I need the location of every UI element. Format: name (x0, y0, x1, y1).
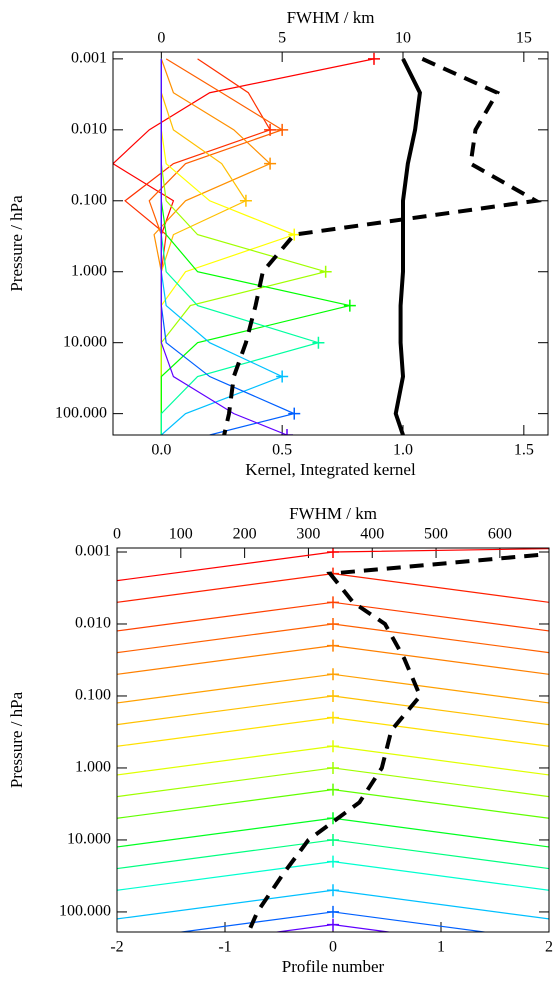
integrated-kernel-line (393, 57, 422, 435)
y-tick-label: 10.000 (67, 831, 111, 848)
y-axis-label: Pressure / hPa (7, 195, 26, 292)
y-tick-label: 0.100 (71, 191, 107, 208)
x-tick-label: -1 (218, 939, 231, 956)
marker (327, 918, 339, 931)
marker (319, 265, 332, 278)
marker (288, 228, 301, 241)
x2-axis-label: FWHM / km (289, 504, 377, 523)
x-tick-label: -2 (110, 939, 123, 956)
x-tick-label: 1.5 (514, 442, 534, 459)
kernel-line (124, 58, 271, 435)
kernel-line (160, 58, 350, 435)
y-tick-label: 0.010 (71, 121, 107, 138)
y-tick-label: 1.000 (75, 759, 111, 776)
marker (312, 336, 325, 349)
marker (281, 429, 293, 435)
marker (239, 194, 252, 207)
y-tick-label: 1.000 (71, 262, 107, 279)
x-tick-label: 2 (545, 939, 553, 956)
marker (327, 596, 339, 609)
marker (343, 299, 356, 312)
x-tick-label: 0.0 (151, 442, 171, 459)
fwhm-line (246, 552, 539, 932)
y-tick-label: 10.000 (63, 333, 107, 350)
kernel-line (160, 58, 284, 435)
x-tick-label: 1.0 (393, 442, 413, 459)
marker (327, 740, 339, 753)
x-tick-label: 1 (437, 939, 445, 956)
kernel-line (113, 58, 375, 435)
marker (327, 548, 339, 558)
plot-frame (116, 547, 550, 933)
marker (327, 855, 339, 868)
kernel-line (160, 58, 328, 435)
panel: 0.001 0.010 0.100 1.000 10.000 100.000 -2 -1 0 1 2… (7, 504, 553, 976)
x-axis-label: Kernel, Integrated kernel (245, 460, 416, 479)
x-axis-label: Profile number (282, 957, 385, 976)
marker (327, 689, 339, 702)
y-tick-label: 0.001 (71, 50, 107, 67)
marker (276, 123, 289, 136)
y-tick-label: 100.000 (55, 404, 107, 421)
x2-tick-label: 0 (157, 30, 165, 47)
kernel-line (160, 58, 288, 435)
x2-tick-label: 400 (360, 526, 384, 543)
x-tick-label: 0 (329, 939, 337, 956)
x2-tick-label: 15 (516, 30, 532, 47)
x2-tick-label: 100 (169, 526, 193, 543)
marker (327, 711, 339, 724)
marker (288, 407, 301, 420)
y-tick-label: 0.001 (75, 543, 111, 560)
fwhm-line (222, 57, 543, 435)
plot-frame (112, 51, 549, 436)
x2-tick-label: 10 (395, 30, 411, 47)
x2-tick-label: 0 (113, 526, 121, 543)
y-tick-label: 0.100 (75, 687, 111, 704)
kernel-line (160, 58, 297, 435)
x2-tick-label: 300 (296, 526, 320, 543)
y-axis-label: Pressure / hPa (7, 691, 26, 788)
marker (368, 52, 380, 65)
marker (264, 157, 277, 170)
kernel-line (153, 58, 272, 435)
x2-tick-label: 200 (233, 526, 257, 543)
x2-tick-label: 5 (278, 30, 286, 47)
marker (327, 783, 339, 796)
y-tick-label: 100.000 (59, 903, 111, 920)
x-tick-label: 0.5 (272, 442, 292, 459)
plot-area (113, 52, 543, 435)
x2-axis-label: FWHM / km (287, 8, 375, 27)
x2-tick-label: 600 (488, 526, 512, 543)
marker (327, 639, 339, 652)
panel: 0.001 0.010 0.100 1.000 10.000 100.000 0.0 0.5 1… (7, 8, 549, 479)
marker (327, 833, 339, 846)
marker (327, 761, 339, 774)
marker (327, 884, 339, 897)
marker (276, 370, 289, 383)
marker (327, 905, 339, 918)
plot-area (117, 548, 549, 932)
y-tick-label: 0.010 (75, 615, 111, 632)
kernel-line (160, 58, 296, 435)
marker (327, 668, 339, 681)
marker (327, 617, 339, 630)
x2-tick-label: 500 (424, 526, 448, 543)
